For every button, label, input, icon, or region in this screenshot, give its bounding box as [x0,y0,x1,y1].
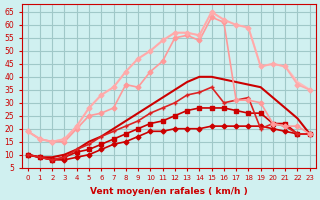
X-axis label: Vent moyen/en rafales ( km/h ): Vent moyen/en rafales ( km/h ) [90,187,248,196]
